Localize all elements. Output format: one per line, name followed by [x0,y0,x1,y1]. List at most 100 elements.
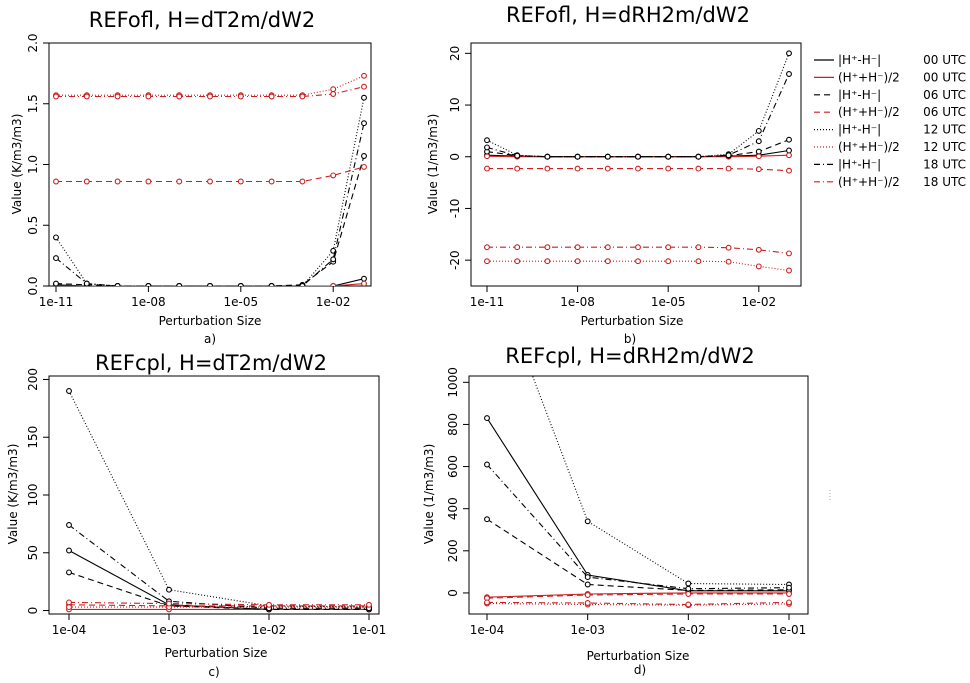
panel-b-point [755,166,762,173]
panel-a-point [237,93,244,100]
panel-d-point [685,591,692,597]
panel-d-series-line [486,593,789,599]
panel-b-sublabel: b) [624,332,636,346]
panel-d-point [685,585,692,592]
panel-b-point [695,165,702,172]
panel-a-point [53,93,59,100]
panel-b-ytick-label: 10 [448,97,462,112]
panel-c-point [366,601,372,608]
legend-time: 18 UTC [923,175,966,189]
panel-c-xtick-label: 1e-03 [152,623,187,637]
panel-b-point [484,258,490,265]
panel-a-point [83,93,90,100]
panel-b-point [755,127,762,134]
panel-b-point [574,258,581,265]
panel-c-series-line [68,524,369,609]
legend-label: (H⁺+H⁻)/2 [838,105,900,119]
panel-c-series-line [68,601,369,606]
legend-time: 12 UTC [923,140,966,154]
panel-d-ytick-label: 600 [446,455,460,478]
panel-a-point [330,283,337,286]
panel-d-ytick-label: 400 [446,497,460,520]
panel-b-point [786,50,792,57]
panel-b-point [635,165,641,172]
panel-b-ytick-label: 0 [448,153,462,161]
panel-c-series-line [68,604,369,607]
panel-a-point [330,91,337,97]
panel-b-ytick-label: -20 [448,250,462,270]
legend: |H⁺-H⁻| 00 UTC (H⁺+H⁻)/2 00 UTC |H⁺-H⁻| 06 UT… [814,53,966,189]
panel-b-point [786,71,792,77]
panel-a-point [361,153,367,159]
panel-d-ylabel: Value (1/m3/m3) [422,444,436,545]
panel-c-ytick-label: 0 [26,607,40,615]
panel-b-point [665,258,672,265]
panel-b-point [665,244,672,251]
panel-a-point [268,93,275,100]
panel-b-point [665,165,672,172]
panel-d-point [584,574,591,581]
panel-b-point [574,244,581,251]
panel-b-ylabel: Value (1/m3/m3) [426,114,440,215]
panel-c-point [66,599,72,606]
panel-a-point [361,275,367,282]
panel-d-point [485,254,490,259]
panel-a-point [330,172,337,179]
panel-a-ylabel: Value (K/m3/m3) [10,114,24,215]
panel-b-point [695,244,702,251]
panel-b-point [574,153,581,160]
panel-c-point [166,600,172,607]
panel-a-point [361,163,367,170]
legend-time: 06 UTC [923,88,966,102]
panel-a-point [176,93,183,100]
panel-b-point [725,258,732,265]
panel-b-point [635,258,641,265]
panel-d-series-line [486,518,790,591]
panel-d-series-line [531,376,790,586]
panel-b-series [484,50,792,274]
panel-a-point [237,178,244,185]
panel-c-point [166,586,172,593]
panel-a-title: REFofl, H=dT2m/dW2 [89,8,316,32]
panel-a-series-line [55,155,365,286]
panel-b-point [544,244,551,251]
panel-d-point [484,599,490,606]
panel-b-xtick-label: 1e-11 [470,295,505,309]
panel-a-point [299,178,306,185]
panel-a-sublabel: a) [204,332,216,346]
panel-b-point [514,152,521,159]
panel-a-ytick-label: 1.5 [26,94,40,113]
panel-a-point [83,280,90,286]
panel-b-point [725,152,732,159]
panel-d-ytick-label: 800 [446,413,460,436]
panel-c: REFcpl, H=dT2m/dW2 Perturbation Size Val… [6,351,386,679]
panel-d-ytick-label: 0 [446,589,460,597]
panel-b-title: REFofl, H=dRH2m/dW2 [506,3,750,27]
panel-a: REFofl, H=dT2m/dW2 Perturbation Size Val… [10,8,372,346]
panel-b-point [755,138,762,145]
panel-b-point [484,144,490,151]
panel-c-ytick-label: 50 [26,545,40,560]
legend-label: (H⁺+H⁻)/2 [838,140,900,154]
panel-c-point [66,569,72,576]
panel-d-ticks: 1e-04 1e-03 1e-02 1e-01 0 200 400 600 800 1000 [446,367,806,637]
panel-b-point [604,165,611,172]
panel-c-xtick-label: 1e-02 [252,623,287,637]
panel-d-sublabel: d) [634,663,646,677]
panel-a-xtick-label: 1e-08 [131,295,166,309]
panel-a-point [330,256,337,263]
panel-d-series-line [486,417,789,592]
panel-d-title: REFcpl, H=dRH2m/dW2 [505,344,754,368]
panel-b-point [574,165,581,172]
panel-a-point [145,93,152,100]
panel-a-point [237,283,244,286]
panel-c-series [66,388,372,613]
panel-a-point [268,283,275,286]
panel-d-series [484,254,792,609]
panel-d-xtick-label: 1e-02 [671,623,706,637]
panel-b-point [514,165,521,172]
panel-a-series-line [55,97,365,286]
panel-a-point [53,178,59,185]
panel-b-point [786,147,792,154]
panel-b-point [484,244,490,251]
